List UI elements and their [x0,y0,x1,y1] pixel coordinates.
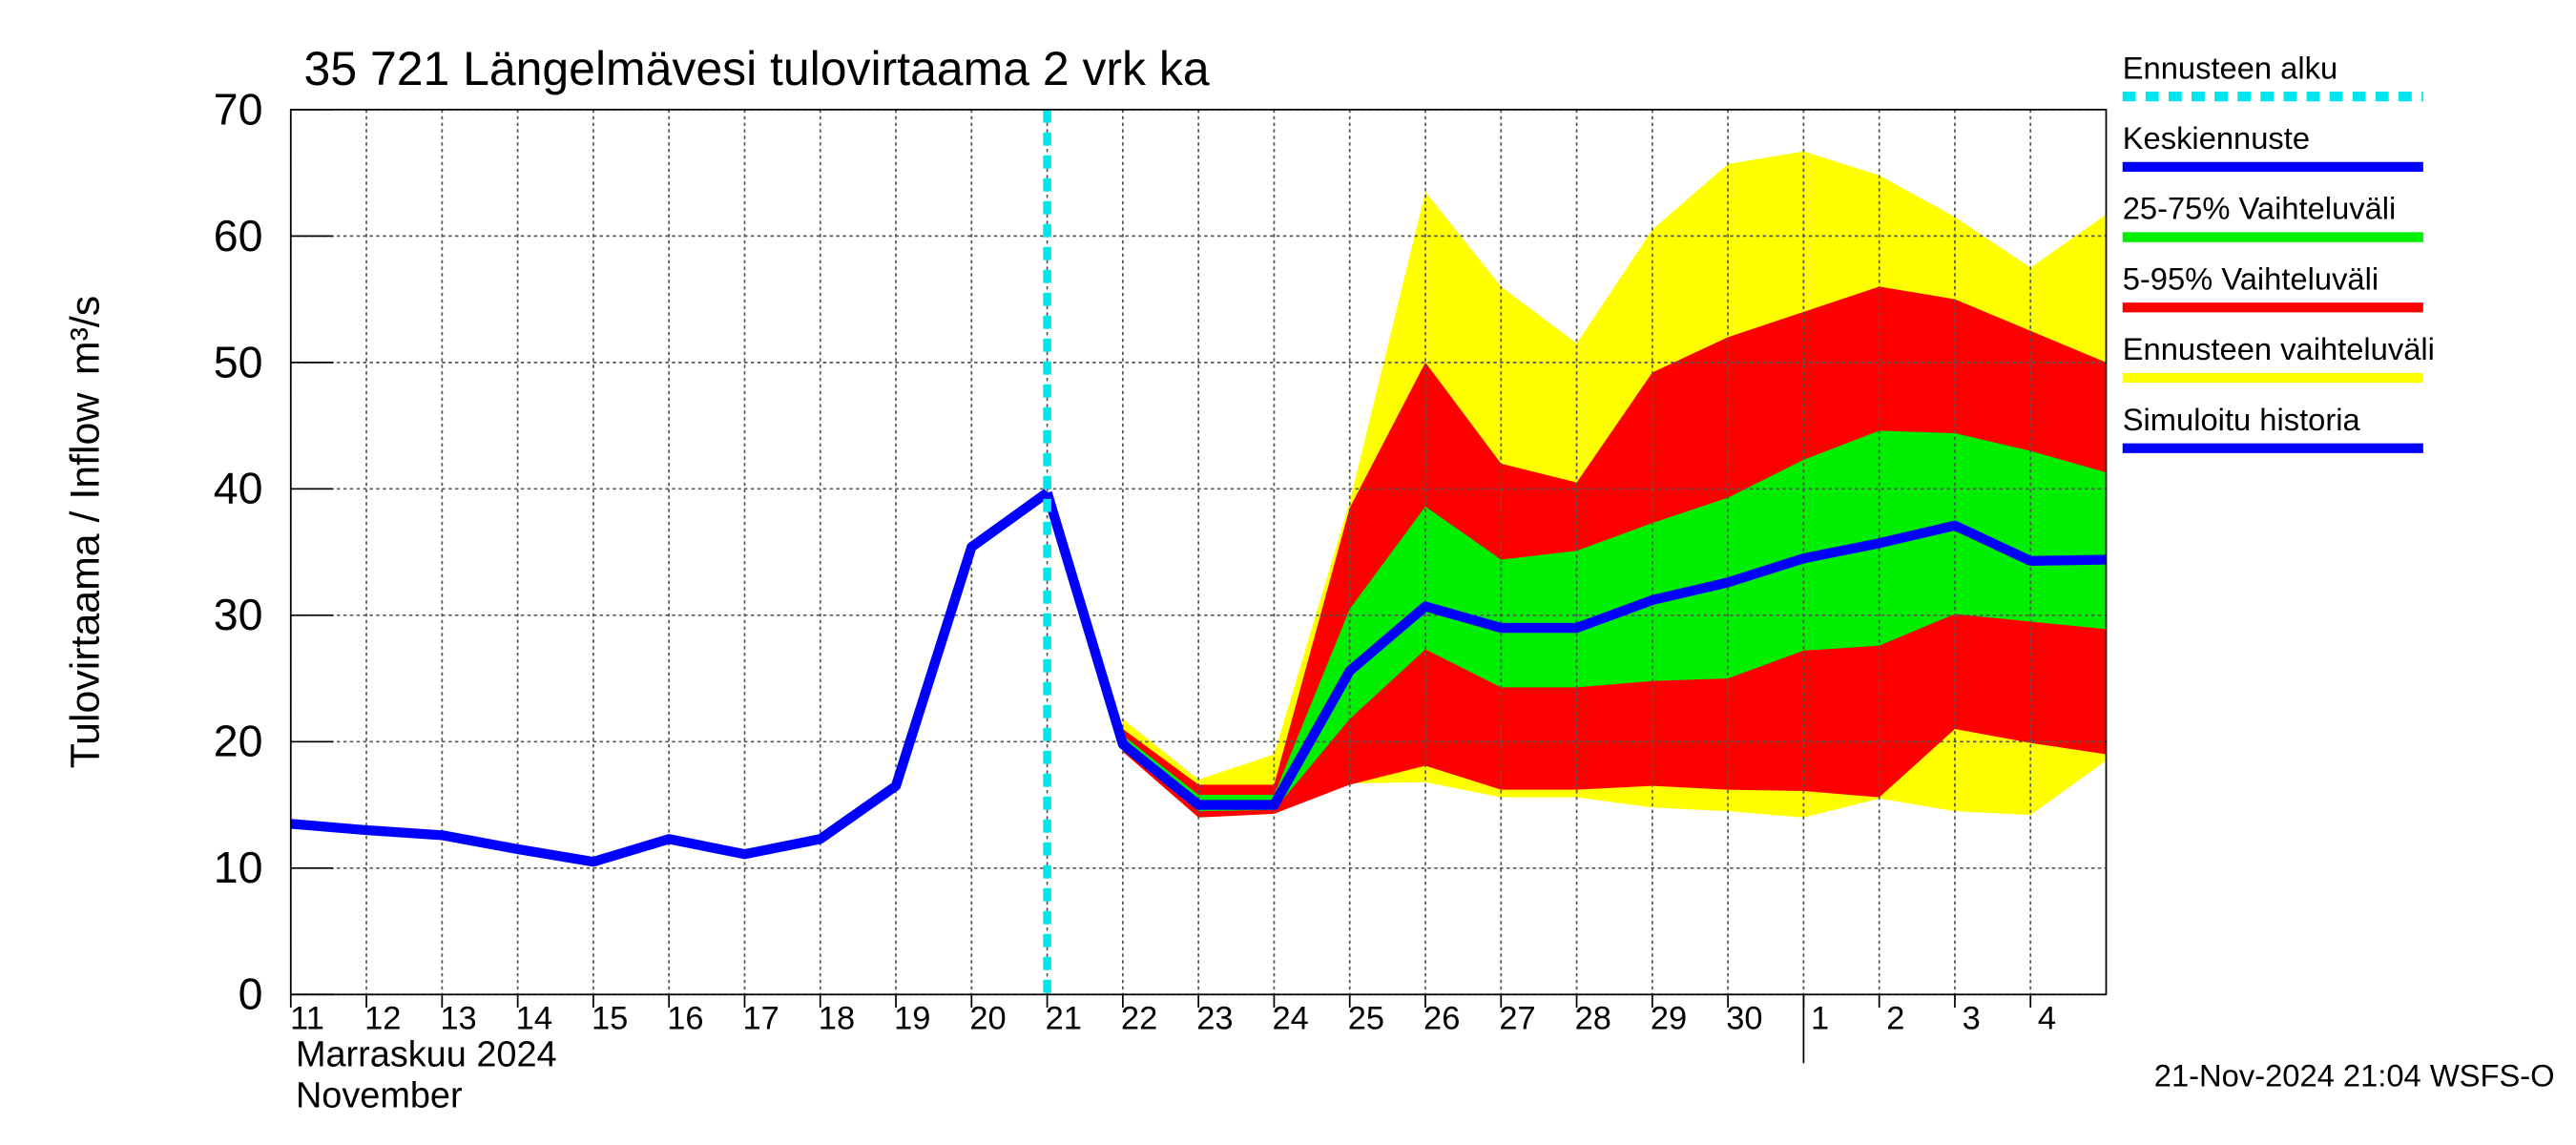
y-tick-label: 40 [214,464,263,513]
x-tick-label: 22 [1121,1000,1157,1036]
x-tick-label: 17 [743,1000,779,1036]
x-tick-label: 20 [969,1000,1006,1036]
x-tick-label: 15 [592,1000,628,1036]
x-tick-label: 23 [1196,1000,1233,1036]
y-tick-label: 30 [214,590,263,639]
y-axis-label: Tulovirtaama / Inflow [62,392,108,769]
y-tick-label: 50 [214,337,263,386]
series-line [290,489,1050,867]
x-tick-label: 24 [1273,1000,1309,1036]
y-tick-label: 10 [214,843,263,892]
x-tick-label: 12 [364,1000,401,1036]
x-tick-label: 25 [1348,1000,1384,1036]
x-tick-label: 16 [667,1000,703,1036]
legend-label: Ennusteen vaihteluväli [2123,331,2435,366]
x-tick-label: 26 [1423,1000,1460,1036]
x-tick-label: 11 [290,1000,324,1036]
chart-title: 35 721 Längelmävesi tulovirtaama 2 vrk k… [304,42,1210,95]
x-tick-label: 29 [1651,1000,1687,1036]
x-tick-label: 30 [1726,1000,1762,1036]
y-axis-unit: m³/s [62,296,108,375]
band-area [1122,430,2107,812]
y-tick-label: 0 [239,969,263,1019]
x-tick-label: 28 [1575,1000,1611,1036]
footer: 21-Nov-2024 21:04 WSFS-O [2154,1057,2555,1093]
x-tick-label: 13 [440,1000,476,1036]
y-tick-label: 60 [214,211,263,260]
x-tick-label: 2 [1886,1000,1904,1036]
x-tick-label: 4 [2038,1000,2056,1036]
legend-label: Keskiennuste [2123,120,2310,156]
x-tick-label: 27 [1499,1000,1535,1036]
plot-frame [289,109,2108,996]
x-tick-label: 14 [516,1000,552,1036]
legend-label: Simuloitu historia [2123,402,2361,437]
x-tick-label: 18 [819,1000,855,1036]
legend-label: 5-95% Vaihteluväli [2123,260,2379,296]
x-tick-label: 3 [1963,1000,1981,1036]
legend-label: Ennusteen alku [2123,50,2337,85]
y-tick-label: 70 [214,84,263,134]
x-tick-label: 19 [894,1000,930,1036]
x-tick-label: 21 [1046,1000,1082,1036]
legend-label: 25-75% Vaihteluväli [2123,191,2397,226]
series-line [1042,490,2107,810]
y-tick-label: 20 [214,717,263,766]
x-tick-label: 1 [1811,1000,1829,1036]
month-label: November [296,1076,463,1116]
month-label: Marraskuu 2024 [296,1035,557,1075]
